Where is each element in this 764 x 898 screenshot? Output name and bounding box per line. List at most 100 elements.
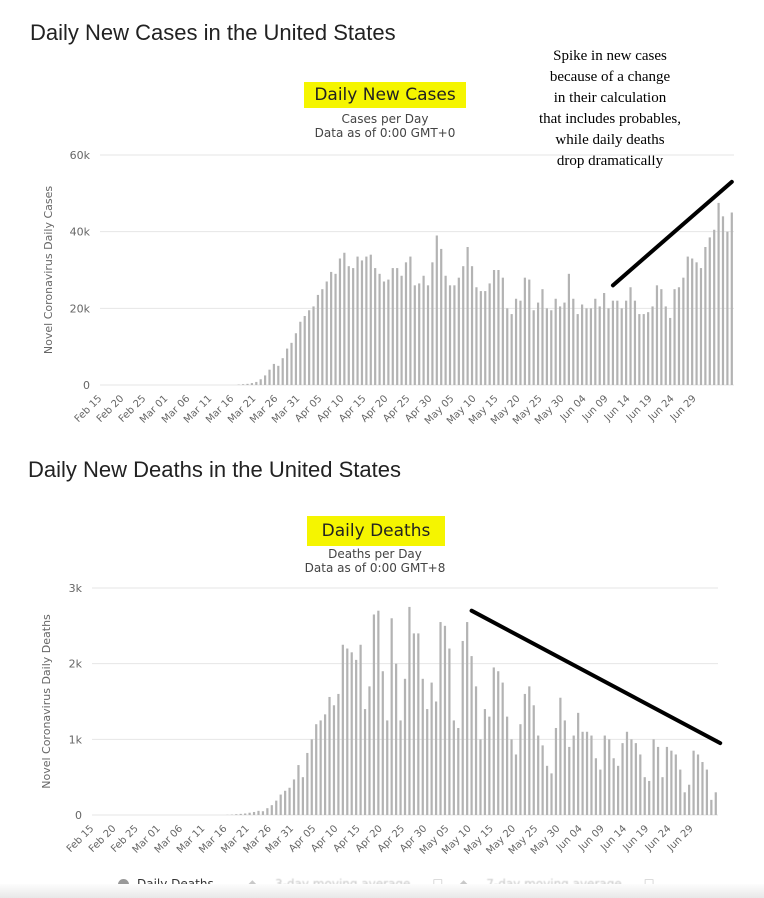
bar[interactable]: [537, 735, 540, 815]
bar[interactable]: [443, 625, 447, 815]
bar[interactable]: [462, 266, 465, 385]
bar[interactable]: [470, 266, 474, 385]
bar[interactable]: [434, 701, 438, 816]
bar[interactable]: [363, 709, 367, 815]
bar[interactable]: [259, 379, 262, 385]
bar[interactable]: [730, 212, 733, 386]
bar[interactable]: [461, 640, 464, 815]
bar[interactable]: [299, 321, 302, 385]
bar[interactable]: [488, 283, 491, 385]
bar[interactable]: [572, 298, 575, 385]
bar[interactable]: [523, 693, 526, 815]
bar[interactable]: [474, 686, 478, 815]
bar[interactable]: [660, 289, 663, 385]
bar[interactable]: [440, 248, 443, 385]
bar[interactable]: [655, 285, 659, 385]
bar[interactable]: [294, 333, 298, 385]
bar[interactable]: [488, 716, 491, 815]
bar[interactable]: [682, 277, 685, 385]
bar[interactable]: [568, 746, 571, 815]
bar[interactable]: [382, 281, 386, 386]
bar[interactable]: [651, 306, 654, 385]
bar[interactable]: [360, 260, 364, 385]
bar[interactable]: [266, 808, 269, 815]
bar[interactable]: [590, 735, 593, 815]
bar[interactable]: [275, 800, 278, 815]
bar[interactable]: [492, 667, 495, 815]
bar[interactable]: [457, 277, 460, 385]
bar[interactable]: [603, 293, 606, 385]
bar[interactable]: [620, 308, 623, 385]
bar[interactable]: [501, 277, 504, 385]
bar[interactable]: [312, 306, 315, 385]
bar[interactable]: [550, 773, 553, 815]
bar[interactable]: [692, 750, 695, 815]
bar[interactable]: [559, 697, 562, 815]
bar[interactable]: [691, 258, 694, 386]
bar[interactable]: [330, 271, 333, 385]
bar[interactable]: [484, 291, 487, 385]
bar[interactable]: [674, 754, 677, 815]
bar[interactable]: [338, 258, 342, 386]
bar[interactable]: [328, 696, 331, 815]
bar[interactable]: [545, 765, 549, 815]
bar[interactable]: [608, 739, 611, 815]
bar[interactable]: [308, 310, 311, 385]
bar[interactable]: [359, 644, 362, 815]
bar[interactable]: [567, 273, 570, 385]
bar[interactable]: [270, 805, 273, 815]
bar[interactable]: [352, 268, 355, 385]
bar[interactable]: [239, 813, 242, 815]
bar[interactable]: [439, 622, 442, 815]
bar[interactable]: [417, 633, 420, 815]
bar[interactable]: [391, 268, 394, 385]
bar[interactable]: [235, 814, 238, 815]
bar[interactable]: [279, 794, 282, 815]
bar[interactable]: [337, 693, 340, 815]
bar[interactable]: [369, 254, 372, 385]
bar[interactable]: [519, 724, 522, 815]
bar[interactable]: [368, 686, 371, 815]
bar[interactable]: [453, 285, 456, 385]
bar[interactable]: [617, 765, 620, 815]
bar[interactable]: [277, 365, 280, 385]
bar[interactable]: [288, 787, 291, 815]
bar[interactable]: [514, 298, 518, 385]
bar[interactable]: [347, 266, 350, 385]
bar[interactable]: [598, 306, 601, 385]
bar[interactable]: [426, 709, 429, 815]
bar[interactable]: [381, 671, 384, 815]
bar[interactable]: [303, 316, 306, 385]
bar[interactable]: [257, 810, 260, 815]
bar[interactable]: [325, 281, 328, 386]
bar[interactable]: [281, 358, 284, 385]
bar[interactable]: [665, 746, 669, 815]
bar[interactable]: [412, 633, 415, 815]
bar[interactable]: [372, 614, 376, 815]
bar[interactable]: [554, 727, 558, 815]
bar[interactable]: [638, 314, 641, 385]
bar[interactable]: [395, 663, 398, 815]
bar[interactable]: [378, 273, 381, 385]
bar[interactable]: [686, 256, 689, 385]
bar[interactable]: [699, 268, 703, 385]
bar[interactable]: [696, 754, 700, 815]
bar[interactable]: [448, 648, 451, 815]
bar[interactable]: [603, 735, 606, 815]
bar[interactable]: [688, 784, 691, 815]
bar[interactable]: [589, 308, 593, 385]
bar[interactable]: [625, 731, 629, 815]
bar[interactable]: [532, 705, 535, 815]
bar[interactable]: [630, 739, 633, 815]
bar[interactable]: [387, 279, 390, 385]
bar[interactable]: [315, 724, 318, 815]
bar[interactable]: [677, 287, 681, 385]
bar[interactable]: [545, 308, 548, 385]
bar[interactable]: [514, 754, 518, 815]
bar[interactable]: [341, 644, 344, 815]
bar[interactable]: [695, 262, 698, 385]
bar[interactable]: [386, 720, 389, 815]
bar[interactable]: [652, 739, 655, 815]
bar[interactable]: [466, 622, 469, 815]
bar[interactable]: [316, 294, 320, 385]
